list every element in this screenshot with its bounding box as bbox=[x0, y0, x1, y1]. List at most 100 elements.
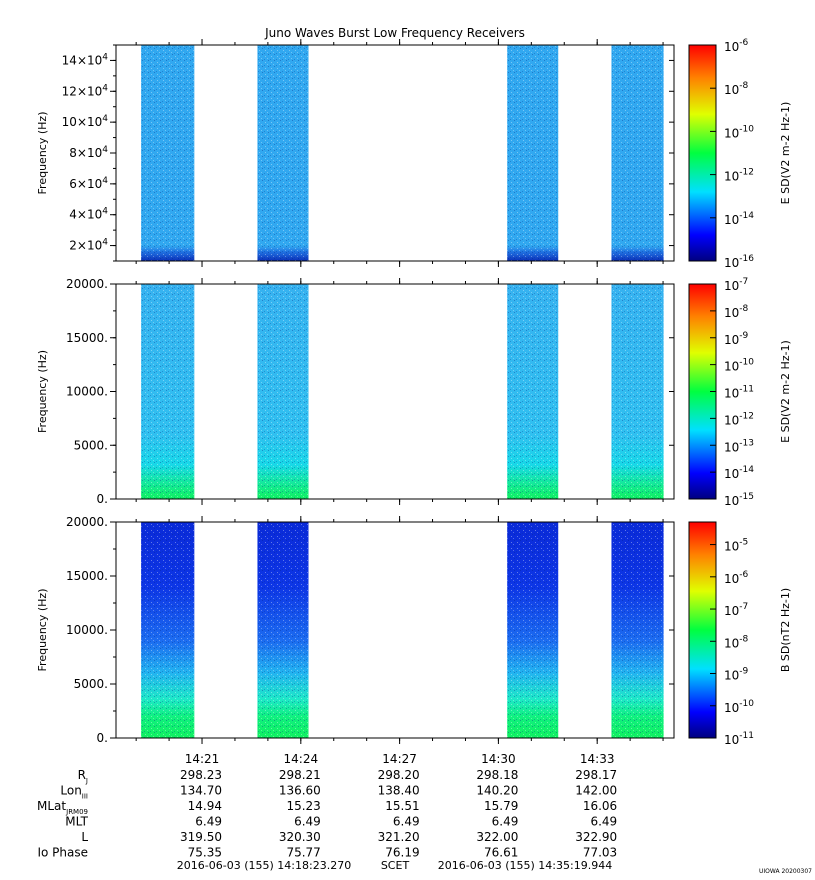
ephemeris-value: 6.49 bbox=[492, 815, 519, 829]
time-tick-label: 14:27 bbox=[382, 752, 417, 766]
ephemeris-value: 6.49 bbox=[393, 815, 420, 829]
ephemeris-row-label: MLatJRM09 bbox=[37, 799, 88, 816]
footer-scet: SCET bbox=[381, 859, 410, 872]
colorbar-tick-label: 10-7 bbox=[724, 277, 748, 293]
watermark: UIOWA 20200307 bbox=[759, 868, 812, 875]
ephemeris-value: 298.17 bbox=[575, 768, 617, 782]
ephemeris-value: 6.49 bbox=[294, 815, 321, 829]
ephemeris-value: 76.19 bbox=[385, 846, 419, 860]
y-axis-label: Frequency (Hz) bbox=[36, 589, 49, 672]
colorbar-label: E SD(V2 m-2 Hz-1) bbox=[779, 102, 792, 205]
spectrogram-panel-2: 20000. 15000. 10000. 5000. 0. Frequency (Hz) bbox=[36, 277, 675, 506]
ephemeris-value: 138.40 bbox=[378, 784, 420, 798]
colorbar-tick-label: 10-10 bbox=[724, 124, 754, 140]
y-tick-label: 10×104 bbox=[62, 114, 109, 129]
y-tick-label: 20000. bbox=[66, 515, 108, 529]
ephemeris-value: 134.70 bbox=[180, 784, 222, 798]
spectrogram-panel-1: 2×104 4×104 6×104 8×104 10×104 12×104 14×104 Fr… bbox=[36, 39, 675, 267]
ephemeris-row-label: LonIII bbox=[60, 784, 88, 801]
data-block-texture-4 bbox=[611, 522, 664, 738]
colorbar-1: 10-6 10-8 10-10 10-12 10-14 10-16 E SD(V2 m-2 … bbox=[688, 38, 792, 270]
y-tick-label: 6×104 bbox=[69, 176, 108, 191]
ephemeris-value: 75.35 bbox=[188, 846, 222, 860]
time-tick-label: 14:21 bbox=[185, 752, 220, 766]
time-tick-label: 14:30 bbox=[481, 752, 516, 766]
ephemeris-row-label: L bbox=[81, 830, 88, 844]
colorbar-tick-label: 10-14 bbox=[724, 211, 754, 227]
footer-start: 2016-06-03 (155) 14:18:23.270 bbox=[177, 859, 351, 872]
data-block-texture-1 bbox=[141, 45, 195, 261]
colorbar-tick-label: 10-9 bbox=[724, 667, 749, 683]
data-block-texture-2 bbox=[257, 284, 309, 499]
colorbar-tick-label: 10-5 bbox=[724, 538, 748, 554]
ephemeris-value: 298.23 bbox=[180, 768, 222, 782]
ephemeris-value: 15.79 bbox=[484, 799, 518, 813]
y-tick-label: 20000. bbox=[66, 277, 108, 291]
ephemeris-value: 320.30 bbox=[279, 830, 321, 844]
y-tick-label: 10000. bbox=[66, 385, 108, 399]
y-tick-label: 10000. bbox=[66, 623, 108, 637]
time-tick-label: 14:24 bbox=[284, 752, 319, 766]
y-tick-label: 5000. bbox=[74, 438, 108, 452]
data-block-texture-4 bbox=[611, 45, 664, 261]
colorbar-tick-label: 10-11 bbox=[724, 731, 754, 747]
colorbar-tick-label: 10-12 bbox=[724, 411, 754, 427]
y-tick-label: 0. bbox=[97, 731, 108, 745]
ephemeris-value: 14.94 bbox=[188, 799, 222, 813]
y-tick-label: 12×104 bbox=[62, 83, 109, 98]
spectrogram-panel-3: 20000. 15000. 10000. 5000. 0. Frequency (Hz) bbox=[36, 515, 675, 745]
ephemeris-value: 319.50 bbox=[180, 830, 222, 844]
colorbar-tick-label: 10-16 bbox=[724, 254, 754, 270]
colorbar-tick-label: 10-7 bbox=[724, 602, 748, 618]
colorbar-tick-label: 10-13 bbox=[724, 438, 754, 454]
colorbar-label: E SD(V2 m-2 Hz-1) bbox=[779, 340, 792, 443]
ephemeris-value: 321.20 bbox=[378, 830, 420, 844]
colorbar-tick-label: 10-8 bbox=[724, 304, 749, 320]
panel-frame bbox=[115, 283, 675, 500]
ephemeris-value: 75.77 bbox=[286, 846, 320, 860]
ephemeris-row-label: Io Phase bbox=[37, 846, 88, 860]
colorbar-2: 10-7 10-8 10-9 10-10 10-11 10-12 10-13 10-14 10-… bbox=[688, 277, 792, 508]
colorbar-tick-label: 10-11 bbox=[724, 385, 754, 401]
colorbar-gradient bbox=[688, 521, 717, 739]
colorbar-tick-label: 10-10 bbox=[724, 699, 754, 715]
ephemeris-value: 76.61 bbox=[484, 846, 518, 860]
colorbar-tick-label: 10-6 bbox=[724, 570, 749, 586]
ephemeris-value: 140.20 bbox=[476, 784, 518, 798]
ephemeris-value: 298.20 bbox=[378, 768, 420, 782]
data-block-texture-1 bbox=[141, 522, 195, 738]
colorbar-tick-label: 10-15 bbox=[724, 492, 754, 508]
colorbar-tick-label: 10-6 bbox=[724, 38, 749, 54]
chart-title: Juno Waves Burst Low Frequency Receivers bbox=[264, 26, 525, 40]
ephemeris-value: 322.00 bbox=[476, 830, 518, 844]
ephemeris-value: 15.23 bbox=[286, 799, 320, 813]
data-block-texture-3 bbox=[507, 45, 559, 261]
data-block-texture-1 bbox=[141, 284, 195, 499]
y-tick-label: 8×104 bbox=[69, 145, 108, 160]
footer-end: 2016-06-03 (155) 14:35:19.944 bbox=[438, 859, 612, 872]
ephemeris-row-label: RJ bbox=[78, 768, 88, 785]
colorbar-tick-label: 10-10 bbox=[724, 358, 754, 374]
y-tick-label: 4×104 bbox=[69, 207, 108, 222]
colorbar-label: B SD(nT2 Hz-1) bbox=[779, 588, 792, 672]
ephemeris-value: 77.03 bbox=[583, 846, 617, 860]
y-axis-label: Frequency (Hz) bbox=[36, 112, 49, 195]
ephemeris-value: 136.60 bbox=[279, 784, 321, 798]
panel-frame bbox=[115, 44, 675, 262]
data-block-texture-2 bbox=[257, 45, 309, 261]
y-tick-label: 15000. bbox=[66, 331, 108, 345]
time-tick-label: 14:33 bbox=[580, 752, 615, 766]
panel-frame bbox=[115, 521, 675, 739]
colorbar-tick-label: 10-14 bbox=[724, 465, 754, 481]
colorbar-tick-label: 10-9 bbox=[724, 331, 749, 347]
ephemeris-value: 6.49 bbox=[590, 815, 617, 829]
ephemeris-value: 15.51 bbox=[385, 799, 419, 813]
ephemeris-value: 16.06 bbox=[583, 799, 617, 813]
colorbar-gradient bbox=[688, 44, 717, 262]
data-block-texture-2 bbox=[257, 522, 309, 738]
colorbar-tick-label: 10-12 bbox=[724, 168, 754, 184]
colorbar-tick-label: 10-8 bbox=[724, 81, 749, 97]
y-tick-label: 15000. bbox=[66, 569, 108, 583]
data-block-texture-4 bbox=[611, 284, 664, 499]
